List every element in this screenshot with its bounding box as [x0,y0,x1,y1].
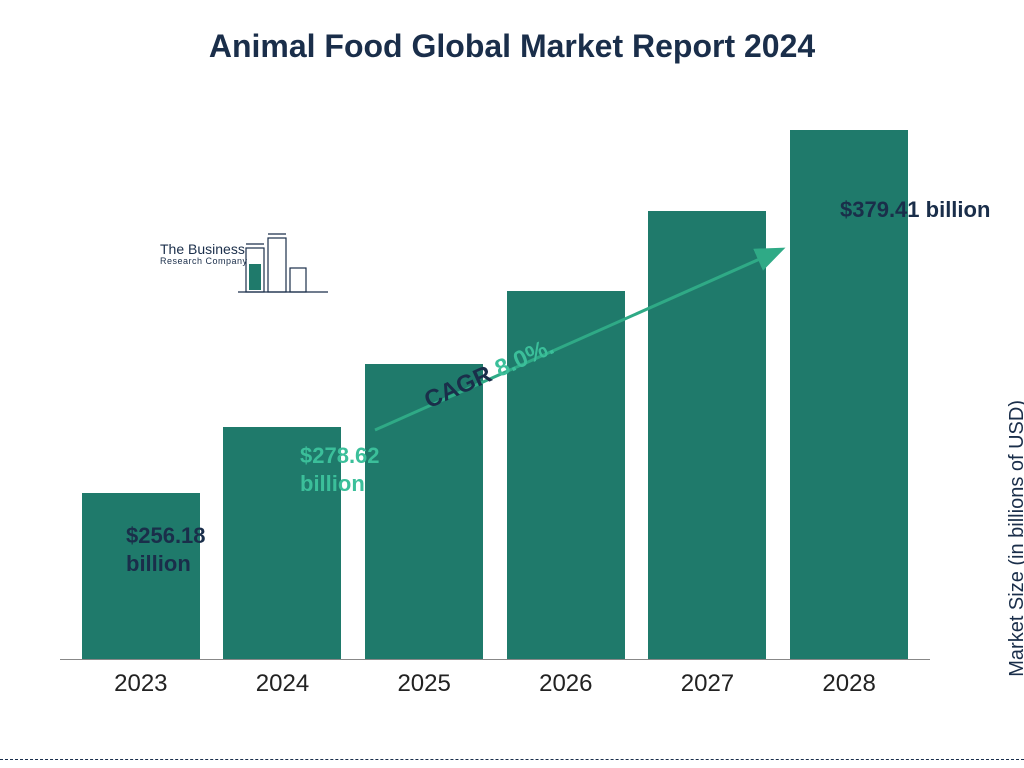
bar [648,211,766,659]
chart-title: Animal Food Global Market Report 2024 [0,0,1024,65]
x-tick-label: 2023 [81,662,201,698]
x-tick-label: 2028 [789,662,909,698]
value-callout: $256.18 billion [126,522,256,577]
bottom-dashed-divider [0,759,1024,760]
bar [365,364,483,659]
bar-slot [364,364,484,659]
x-axis: 2023 2024 2025 2026 2027 2028 [60,662,930,698]
x-tick-label: 2025 [364,662,484,698]
value-callout: $278.62 billion [300,442,430,497]
y-axis-label: Market Size (in billions of USD) [1006,400,1024,677]
value-callout: $379.41 billion [840,196,1024,224]
x-tick-label: 2027 [647,662,767,698]
x-tick-label: 2026 [506,662,626,698]
bar-slot [647,211,767,659]
chart-area: The Business Research Company 2023202420… [60,100,930,700]
x-tick-label: 2024 [222,662,342,698]
